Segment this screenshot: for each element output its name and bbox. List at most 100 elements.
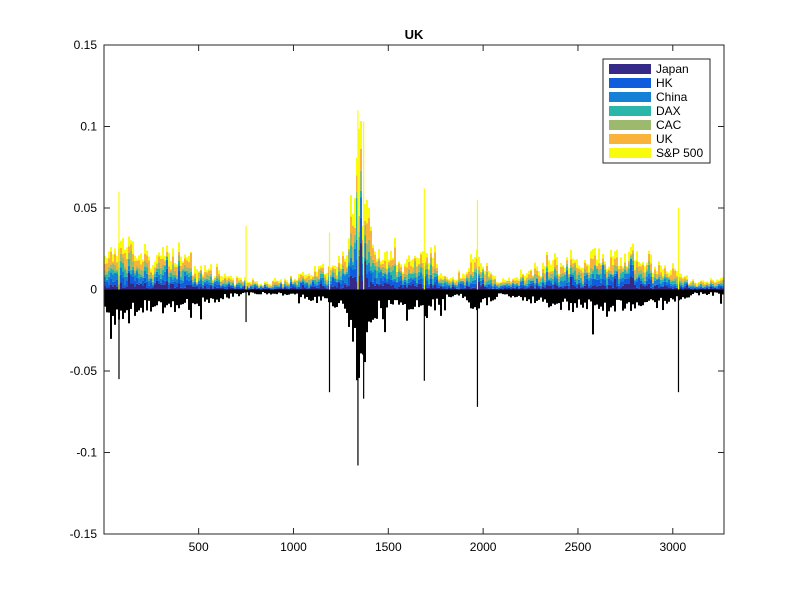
bar-segment (520, 281, 522, 285)
bar-segment (236, 282, 238, 284)
negative-bar (636, 289, 638, 303)
bar-segment (486, 271, 488, 282)
bar-segment (302, 284, 304, 290)
bar-segment (220, 287, 222, 290)
bar-segment (250, 283, 252, 285)
bar-segment (254, 286, 256, 288)
negative-bar (536, 289, 538, 301)
bar-segment (604, 279, 606, 286)
bar-segment (486, 265, 488, 272)
bar-segment (584, 260, 586, 263)
bar-segment (566, 263, 568, 267)
negative-bar (456, 289, 458, 295)
negative-bar (722, 289, 724, 295)
bar-segment (350, 275, 352, 290)
bar-segment (568, 277, 570, 282)
bar-segment (190, 280, 192, 286)
bar-segment (384, 282, 386, 290)
negative-bar (392, 289, 394, 305)
legend-swatch (609, 134, 651, 144)
bar-segment (656, 284, 658, 285)
bar-segment (666, 285, 668, 287)
bar-segment (326, 272, 328, 280)
negative-bar (176, 289, 178, 306)
negative-bar (126, 289, 128, 311)
bar-segment (168, 252, 170, 267)
bar-segment (404, 279, 406, 282)
bar-segment (250, 285, 252, 287)
negative-bar (662, 289, 664, 311)
bar-segment (558, 281, 560, 286)
bar-segment (218, 276, 220, 280)
bar-segment (320, 265, 322, 268)
bar-segment (494, 288, 496, 290)
bar-segment (668, 277, 670, 279)
bar-segment (722, 276, 724, 280)
bar-segment (300, 274, 302, 281)
bar-segment (596, 286, 598, 290)
bar-segment (274, 285, 276, 287)
bar-segment (472, 258, 474, 272)
bar-segment (202, 277, 204, 281)
bar-segment (466, 273, 468, 277)
negative-bar (336, 289, 338, 307)
bar-segment (494, 279, 496, 284)
bar-segment (706, 287, 708, 290)
bar-segment (540, 288, 542, 290)
bar-segment (404, 266, 406, 274)
bar-segment (252, 279, 254, 285)
negative-bar (444, 289, 446, 311)
negative-bar (686, 289, 688, 298)
bar-segment (330, 286, 332, 290)
bar-segment (594, 265, 596, 279)
bar-segment (532, 282, 534, 287)
bar-segment (112, 281, 114, 287)
bar-segment (416, 284, 418, 287)
bar-segment (668, 278, 670, 280)
bar-segment (428, 274, 430, 279)
bar-segment (156, 268, 158, 272)
bar-segment (206, 288, 208, 290)
bar-segment (428, 278, 430, 284)
bar-segment (386, 268, 388, 273)
bar-segment (484, 270, 486, 275)
bar-segment (518, 278, 520, 281)
bar-segment (498, 286, 500, 288)
bar-segment (366, 223, 368, 244)
bar-segment (626, 272, 628, 274)
bar-segment (492, 285, 494, 287)
bar-segment (422, 262, 424, 268)
bar-segment (524, 284, 526, 286)
bar-segment (420, 283, 422, 290)
bar-segment (360, 243, 362, 290)
bar-segment (342, 273, 344, 281)
negative-bar (470, 289, 472, 309)
negative-bar (128, 289, 130, 324)
bar-segment (178, 271, 180, 284)
bar-segment (654, 269, 656, 274)
bar-segment (146, 281, 148, 288)
bar-segment (306, 285, 308, 289)
bar-segment (180, 256, 182, 266)
bar-segment (414, 285, 416, 290)
bar-segment (428, 287, 430, 290)
bar-segment (714, 287, 716, 290)
negative-bar (210, 289, 212, 299)
bar-segment (158, 283, 160, 290)
bar-segment (448, 282, 450, 284)
bar-segment (638, 274, 640, 277)
bar-segment (684, 276, 686, 278)
bar-segment (414, 272, 416, 278)
bar-segment (456, 281, 458, 285)
bar-segment (628, 278, 630, 284)
bar-segment (616, 271, 618, 274)
bar-segment (552, 284, 554, 289)
legend-swatch (609, 106, 651, 116)
bar-segment (260, 285, 262, 287)
bar-segment (432, 272, 434, 279)
bar-segment (448, 280, 450, 283)
bar-segment (646, 285, 648, 290)
bar-segment (208, 270, 210, 277)
bar-segment (510, 281, 512, 283)
bar-segment (618, 288, 620, 290)
